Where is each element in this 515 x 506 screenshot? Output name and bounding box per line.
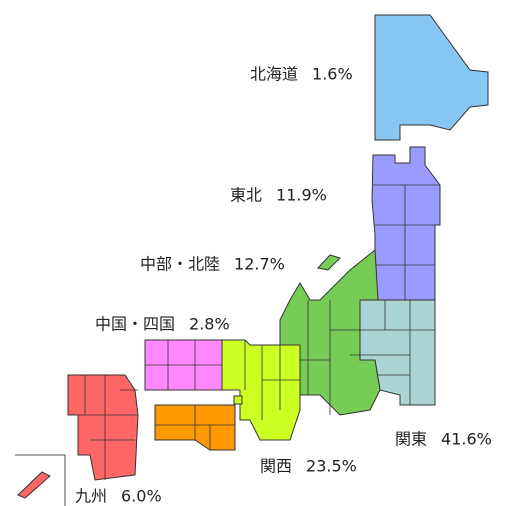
kansai-borders xyxy=(244,340,300,420)
region-share: 1.6% xyxy=(312,65,353,84)
kansai xyxy=(221,339,301,441)
tohoku xyxy=(371,146,441,301)
region-name: 中国・四国 xyxy=(95,315,175,334)
region-share: 6.0% xyxy=(121,487,162,506)
region-share: 12.7% xyxy=(234,255,285,274)
tohoku-borders xyxy=(373,184,440,300)
shikoku-borders xyxy=(155,405,235,450)
region-name: 東北 xyxy=(230,186,262,205)
region-share: 11.9% xyxy=(276,186,327,205)
chubu-island xyxy=(317,254,341,271)
chubu-borders xyxy=(299,300,375,415)
region-name: 北海道 xyxy=(250,65,298,84)
hokkaido xyxy=(374,14,489,141)
region-share: 23.5% xyxy=(306,457,357,476)
kanto-borders xyxy=(360,300,435,405)
region-name: 中部・北陸 xyxy=(140,255,220,274)
awaji xyxy=(233,395,243,405)
kyushu xyxy=(67,374,139,481)
region-share: 41.6% xyxy=(441,430,492,449)
okinawa-frame xyxy=(15,454,66,506)
region-name: 関東 xyxy=(395,430,427,449)
okinawa xyxy=(17,471,51,499)
region-share: 2.8% xyxy=(189,315,230,334)
chugoku-borders xyxy=(145,340,222,390)
region-name: 関西 xyxy=(260,457,292,476)
kyushu-borders xyxy=(78,375,138,480)
region-name: 九州 xyxy=(75,487,107,506)
